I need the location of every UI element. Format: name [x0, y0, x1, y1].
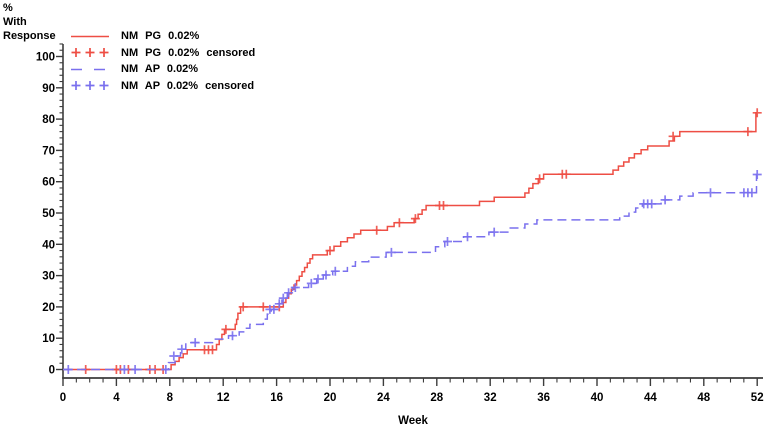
plus-marks-icon: [71, 48, 109, 58]
svg-text:0: 0: [60, 392, 66, 404]
svg-text:60: 60: [42, 177, 55, 189]
solid-line-icon: [71, 35, 109, 38]
y-axis-ticks: 0 10 20 30 40 50 60 70 80 90 100: [36, 43, 63, 377]
svg-text:28: 28: [430, 392, 443, 404]
svg-text:12: 12: [217, 392, 230, 404]
legend-item-0: NM PG 0.02%: [68, 28, 255, 45]
svg-text:8: 8: [167, 392, 174, 404]
axes: [62, 44, 763, 379]
legend-item-3: NM AP 0.02% censored: [68, 78, 255, 95]
legend-item-1-label: NM PG 0.02% censored: [121, 46, 256, 59]
svg-text:40: 40: [591, 392, 604, 404]
legend: NM PG 0.02% NM PG 0.02% censored NM AP 0.0…: [68, 28, 255, 94]
legend-item-1: NM PG 0.02% censored: [68, 45, 255, 62]
svg-text:20: 20: [42, 302, 55, 314]
svg-text:80: 80: [42, 114, 55, 126]
series-nm-pg: [63, 112, 758, 371]
svg-text:32: 32: [484, 392, 497, 404]
svg-text:44: 44: [644, 392, 657, 404]
series-nm-pg-censor-marks: [81, 108, 762, 374]
svg-text:40: 40: [42, 239, 55, 251]
svg-text:70: 70: [42, 145, 55, 157]
svg-text:100: 100: [36, 52, 55, 64]
y-axis-title-line3: Response: [3, 30, 56, 42]
svg-text:36: 36: [537, 392, 550, 404]
x-axis-ticks: 0 4 8 12 16 20 24 28 32 36 40 44 48 52: [60, 378, 764, 404]
svg-text:48: 48: [697, 392, 710, 404]
dashed-line-icon: [71, 68, 109, 71]
svg-text:0: 0: [49, 365, 55, 377]
series-nm-ap: [63, 173, 758, 371]
legend-item-3-label: NM AP 0.02% censored: [121, 79, 255, 92]
x-axis-title: Week: [398, 415, 428, 427]
series-nm-ap-censor-marks: [63, 170, 762, 374]
svg-text:30: 30: [42, 271, 55, 283]
svg-text:10: 10: [42, 333, 55, 345]
svg-text:24: 24: [377, 392, 390, 404]
svg-text:52: 52: [751, 392, 764, 404]
y-axis-title-line1: %: [3, 2, 13, 14]
svg-text:20: 20: [324, 392, 337, 404]
legend-item-0-label: NM PG 0.02%: [121, 30, 200, 43]
svg-text:4: 4: [113, 392, 120, 404]
svg-text:90: 90: [42, 83, 55, 95]
legend-item-2: NM AP 0.02%: [68, 61, 255, 78]
plus-marks-icon: [71, 81, 109, 91]
svg-text:50: 50: [42, 208, 55, 220]
y-axis-title: % With Response: [3, 1, 56, 43]
y-axis-title-line2: With: [3, 16, 27, 28]
legend-item-2-label: NM AP 0.02%: [121, 63, 199, 76]
svg-text:16: 16: [270, 392, 283, 404]
